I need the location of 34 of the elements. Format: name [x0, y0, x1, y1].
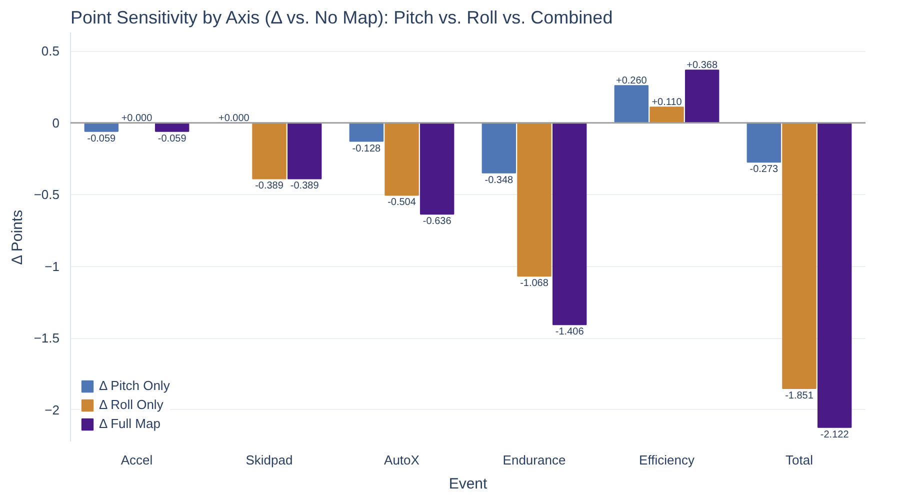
- x-tick-label: Total: [786, 452, 814, 468]
- data-label: +0.110: [652, 97, 682, 108]
- x-tick-label: Skidpad: [246, 452, 293, 468]
- data-label: -1.406: [555, 326, 584, 338]
- data-label: -0.059: [87, 133, 116, 144]
- data-label: -0.128: [352, 143, 382, 154]
- y-tick-label: −0.5: [34, 187, 60, 202]
- legend-label: Δ Pitch Only: [99, 378, 170, 393]
- data-label: -0.273: [750, 164, 779, 176]
- data-label: -1.068: [520, 278, 549, 290]
- y-tick-label: −1.5: [34, 330, 60, 346]
- data-label: -0.348: [484, 174, 514, 186]
- data-label: +0.260: [616, 76, 648, 87]
- data-label: +0.368: [686, 60, 718, 72]
- data-label: -0.389: [255, 180, 284, 192]
- x-tick-label: Accel: [120, 452, 153, 468]
- data-label: -0.636: [422, 216, 452, 228]
- data-label: -2.122: [820, 429, 850, 440]
- y-axis-title: Δ Points: [8, 210, 26, 265]
- x-tick-label: AutoX: [384, 452, 420, 468]
- data-label: -0.504: [388, 197, 416, 208]
- x-tick-label: Endurance: [502, 452, 566, 468]
- legend-label: Δ Full Map: [99, 416, 160, 431]
- y-tick-label: 0.5: [41, 44, 60, 59]
- y-tick-label: −2: [44, 402, 60, 418]
- data-label: -0.059: [158, 133, 187, 144]
- legend-label: Δ Roll Only: [99, 397, 164, 412]
- chart-title: Point Sensitivity by Axis (Δ vs. No Map): Pitch vs. Roll vs. Combined: [70, 8, 613, 28]
- x-axis-title: Event: [448, 476, 488, 492]
- y-tick-label: −1: [44, 258, 60, 274]
- x-tick-label: Efficiency: [639, 452, 695, 468]
- y-tick-label: 0: [52, 115, 60, 130]
- data-label: -0.389: [290, 180, 320, 192]
- data-label: -1.851: [785, 390, 814, 402]
